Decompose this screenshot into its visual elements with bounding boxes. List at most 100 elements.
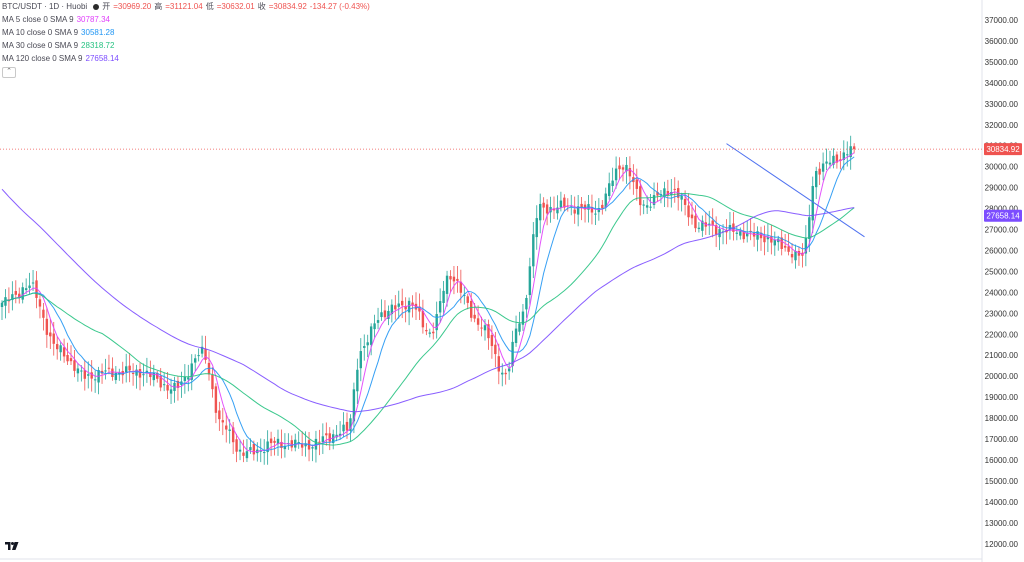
candle-body [815,170,818,188]
candle-body [190,363,193,380]
candle-body [846,154,849,156]
candle-body [49,332,52,337]
candle-body [790,254,794,258]
candle-body [228,429,231,431]
candle-body [397,303,400,307]
y-tick-label: 24000.00 [985,288,1019,297]
candle-body [694,215,697,229]
candle-body [432,331,435,334]
candle-body [176,380,180,388]
candle-body [594,213,597,215]
candle-body [242,452,245,456]
candle-body [4,297,7,306]
indicator-label: MA 5 close 0 SMA 9 [2,15,74,24]
indicator-label: MA 30 close 0 SMA 9 [2,41,79,50]
candle-body [283,445,287,450]
candle-body [407,300,411,313]
price-tag-bg [984,209,1022,222]
candle-body [145,370,149,373]
candle-body [542,202,545,208]
y-tick-label: 26000.00 [985,246,1019,255]
candle-body [69,358,73,362]
indicator-ma5[interactable]: MA 5 close 0 SMA 9 30787.34 [2,13,373,26]
candle-body [135,369,138,376]
indicator-ma10[interactable]: MA 10 close 0 SMA 9 30581.28 [2,26,373,39]
y-tick-label: 34000.00 [985,79,1019,88]
candle-body [45,318,49,335]
candle-body [187,377,190,380]
y-tick-label: 19000.00 [985,393,1019,402]
candle-body [149,372,152,378]
candle-body [290,440,293,448]
candle-body [494,344,497,355]
y-tick-label: 36000.00 [985,37,1019,46]
candle-body [756,231,759,240]
candle-body [14,291,17,295]
candle-body [608,183,611,197]
candle-body [0,302,4,308]
candle-body [445,275,449,294]
legend: BTC/USDT · 1D · Huobi 开 =30969.20 高 =31121… [2,0,373,78]
candle-body [794,250,797,261]
y-tick-label: 15000.00 [985,477,1019,486]
candle-body [511,341,514,367]
chevron-up-icon[interactable]: ⌃ [2,67,16,78]
candle-body [504,372,507,375]
y-tick-label: 35000.00 [985,58,1019,67]
candle-body [708,223,711,225]
candle-body [746,233,749,237]
candle-body [618,165,621,170]
y-tick-label: 32000.00 [985,121,1019,130]
y-tick-label: 17000.00 [985,435,1019,444]
candle-body [842,152,845,160]
candle-body [35,280,38,298]
candle-body [249,447,252,451]
candle-body [773,239,776,246]
y-tick-label: 13000.00 [985,519,1019,528]
candle-body [797,250,801,256]
candle-body [835,154,839,163]
candle-body [528,266,532,296]
candle-body [235,439,238,452]
candle-body [628,168,632,177]
candle-body [297,442,300,444]
candle-body [459,281,463,293]
candle-body [31,282,35,284]
candle-body [104,370,107,372]
symbol-title[interactable]: BTC/USDT · 1D · Huobi [2,2,88,11]
candle-body [580,203,583,208]
candle-body [645,205,649,208]
candle-body [507,368,511,372]
candle-body [442,290,445,303]
candle-body [404,306,407,310]
candle-body [483,325,487,331]
candle-body [832,155,835,165]
candle-body [825,161,828,164]
candle-body [808,217,811,239]
y-tick-label: 28000.00 [985,205,1019,214]
indicator-ma30[interactable]: MA 30 close 0 SMA 9 28318.72 [2,39,373,52]
candle-body [421,310,425,328]
candle-body [787,246,790,252]
visibility-icon[interactable] [93,3,100,10]
indicator-ma120[interactable]: MA 120 close 0 SMA 9 27658.14 [2,52,373,65]
candle-body [376,320,380,323]
candle-body [159,376,162,388]
candle-body [238,449,242,452]
candle-body [539,203,542,221]
candle-body [390,304,394,315]
candle-body [76,368,80,374]
y-tick-label: 20000.00 [985,372,1019,381]
candle-body [369,326,373,345]
candle-body [321,436,325,443]
candle-body [811,186,814,221]
candle-body [673,188,676,190]
high-label: 高 [154,2,163,11]
candle-body [142,374,145,376]
candle-body [73,360,76,371]
candle-body [401,300,404,306]
price-tag-bg [984,143,1022,156]
candle-body [656,191,659,196]
